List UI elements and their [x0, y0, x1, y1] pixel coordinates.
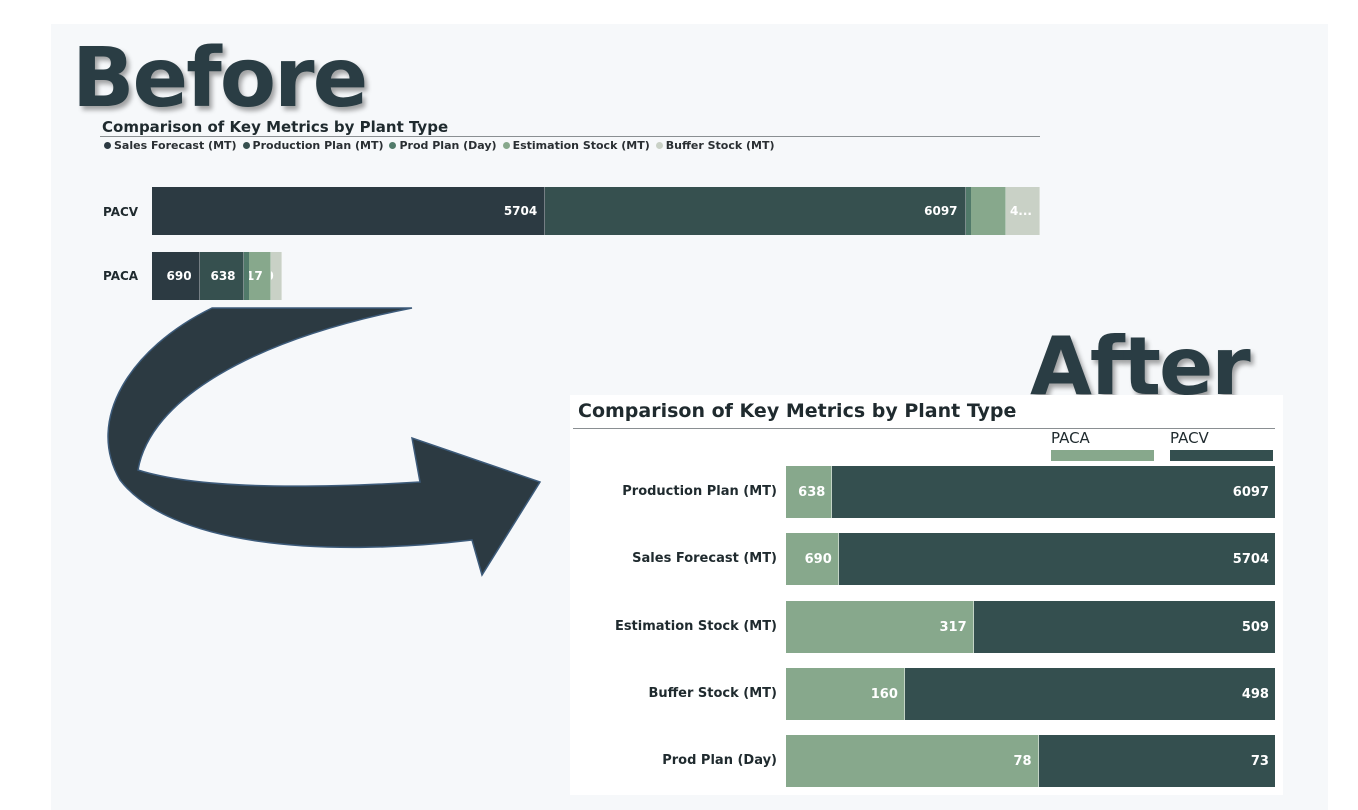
legend-label-buffer-stock: Buffer Stock (MT)	[665, 139, 775, 152]
legend-item-production-plan: Production Plan (MT)	[242, 139, 384, 152]
before-bar-value-label: 4...	[1009, 204, 1032, 218]
before-bar-paca-3: 317	[248, 252, 271, 300]
after-bar-value-label: 5704	[1232, 551, 1269, 567]
legend-label-paca: PACA	[1051, 429, 1090, 447]
after-bar-value-label: 160	[870, 686, 898, 702]
legend-item-buffer-stock: Buffer Stock (MT)	[655, 139, 775, 152]
after-bar-value-label: 638	[798, 484, 826, 500]
transition-arrow-shape	[107, 307, 542, 577]
before-legend: Sales Forecast (MT) Production Plan (MT)…	[104, 139, 774, 152]
legend-label-sales-forecast: Sales Forecast (MT)	[114, 139, 237, 152]
after-bar-paca: 317	[786, 601, 974, 653]
after-bar-paca: 690	[786, 533, 839, 585]
after-bar-pacv: 509	[973, 601, 1275, 653]
before-bar-pacv-4: 4...	[1005, 187, 1040, 235]
after-bar-pacv: 6097	[832, 466, 1275, 518]
before-bar-value-label: 317	[249, 269, 263, 283]
legend-label-pacv: PACV	[1170, 429, 1209, 447]
legend-item-prod-plan-day: Prod Plan (Day)	[389, 139, 497, 152]
legend-item-estimation-stock: Estimation Stock (MT)	[502, 139, 650, 152]
after-bar-value-label: 78	[1013, 753, 1032, 769]
before-title-rule	[100, 136, 1040, 137]
after-bar-value-label: 317	[939, 619, 967, 635]
metric-label: Buffer Stock (MT)	[648, 686, 777, 701]
legend-label-estimation-stock: Estimation Stock (MT)	[512, 139, 650, 152]
after-bar-value-label: 498	[1241, 686, 1269, 702]
plant-label-paca: PACA	[103, 269, 139, 283]
after-bar-paca: 638	[786, 466, 833, 518]
before-bar-pacv-1: 6097	[545, 187, 966, 235]
legend-dot-production-plan	[242, 142, 250, 149]
before-bar-value-label: 638	[210, 269, 236, 283]
legend-dot-buffer-stock	[655, 142, 663, 149]
legend-label-production-plan: Production Plan (MT)	[252, 139, 384, 152]
metric-label: Sales Forecast (MT)	[632, 551, 777, 566]
legend-swatch-pacv	[1170, 450, 1273, 461]
metric-label: Prod Plan (Day)	[662, 753, 777, 768]
before-bar-pacv-3	[970, 187, 1006, 235]
metric-label: Production Plan (MT)	[622, 484, 777, 499]
before-bar-value-label: 6097	[924, 204, 958, 218]
before-bar-paca-4: 160	[270, 252, 282, 300]
after-chart-panel	[570, 395, 1283, 795]
before-bar-paca-0: 690	[152, 252, 200, 300]
before-chart-title: Comparison of Key Metrics by Plant Type	[102, 118, 449, 136]
after-bar-value-label: 73	[1250, 753, 1269, 769]
legend-dot-sales-forecast	[104, 142, 111, 149]
after-bar-paca: 160	[786, 668, 905, 720]
before-bar-value-label: 5704	[503, 204, 538, 218]
after-bar-value-label: 690	[804, 551, 832, 567]
before-bar-pacv-0: 5704	[152, 187, 546, 235]
after-chart-title: Comparison of Key Metrics by Plant Type	[578, 400, 1017, 422]
metric-label: Estimation Stock (MT)	[614, 619, 777, 634]
legend-dot-estimation-stock	[502, 142, 510, 149]
legend-item-sales-forecast: Sales Forecast (MT)	[104, 139, 237, 152]
before-label: Before	[72, 31, 368, 126]
after-bar-pacv: 73	[1038, 735, 1275, 787]
before-bar-value-label: 160	[271, 269, 274, 283]
after-bar-paca: 78	[786, 735, 1039, 787]
after-label: After	[1030, 320, 1251, 413]
plant-label-pacv: PACV	[103, 205, 139, 219]
legend-swatch-paca	[1051, 450, 1154, 461]
after-bar-value-label: 509	[1241, 619, 1269, 635]
after-bar-value-label: 6097	[1232, 484, 1269, 500]
after-title-rule	[573, 428, 1275, 429]
after-bar-pacv: 5704	[838, 533, 1275, 585]
legend-dot-prod-plan-day	[389, 142, 397, 149]
after-bar-pacv: 498	[904, 668, 1275, 720]
before-bar-paca-1: 638	[199, 252, 244, 300]
legend-label-prod-plan-day: Prod Plan (Day)	[399, 139, 497, 152]
before-bar-value-label: 690	[166, 269, 192, 283]
